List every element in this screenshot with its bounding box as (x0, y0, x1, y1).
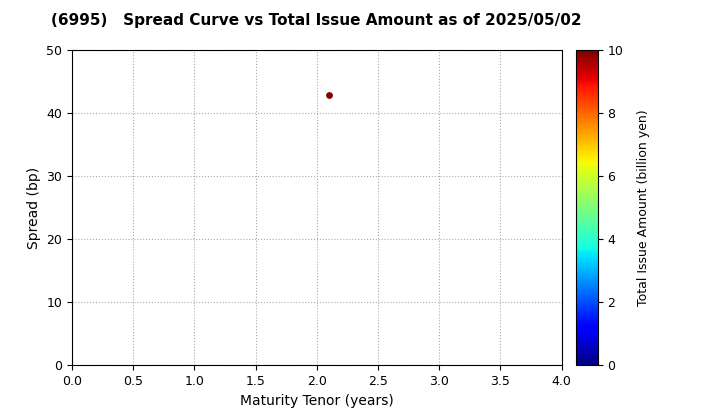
Y-axis label: Spread (bp): Spread (bp) (27, 167, 41, 249)
Point (323, 91, 335, 98)
X-axis label: Maturity Tenor (years): Maturity Tenor (years) (240, 394, 394, 408)
Y-axis label: Total Issue Amount (billion yen): Total Issue Amount (billion yen) (637, 110, 650, 306)
Text: (6995)   Spread Curve vs Total Issue Amount as of 2025/05/02: (6995) Spread Curve vs Total Issue Amoun… (52, 13, 582, 28)
